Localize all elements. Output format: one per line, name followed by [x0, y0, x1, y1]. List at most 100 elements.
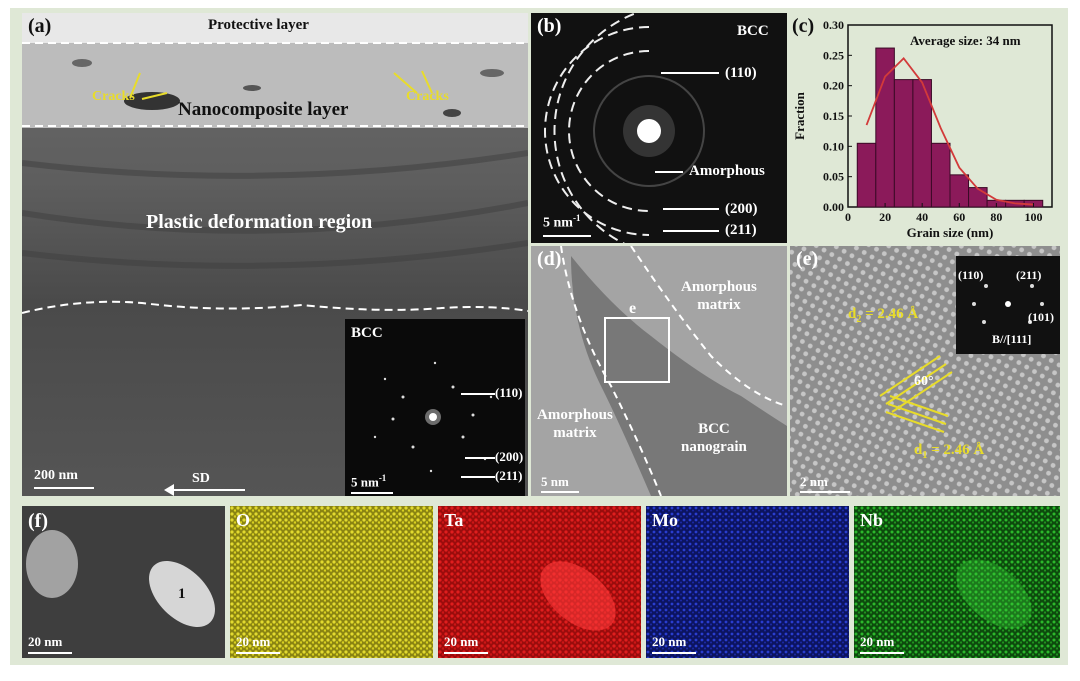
panel-e-label: (e) — [796, 248, 819, 270]
panel-a: (a) Protective layer Cracks Cracks Nanoc… — [22, 13, 528, 496]
y-tick-label: 0.00 — [823, 200, 844, 214]
fft-110-label: (110) — [958, 268, 984, 282]
fft-inset: (110) (211) (101) B//[111] — [956, 256, 1060, 354]
cracks-left-label: Cracks — [92, 89, 135, 104]
map-mo-scale-bar — [652, 652, 696, 654]
sd-label: SD — [192, 471, 210, 486]
inset-bcc-label: BCC — [351, 325, 383, 341]
region-e-label: e — [629, 300, 637, 317]
panel-b-saed — [544, 13, 719, 243]
map-ta-scale-bar — [444, 652, 488, 654]
bcc-nanograin-label: BCC nanograin — [681, 421, 747, 455]
y-tick-label: 0.25 — [823, 48, 844, 62]
histogram-bar — [875, 47, 895, 208]
y-axis-label: Fraction — [792, 91, 807, 139]
y-tick-label: 0.05 — [823, 170, 844, 184]
cracks-right-label: Cracks — [406, 89, 449, 104]
map-o-element-label: O — [236, 510, 251, 530]
x-tick-label: 60 — [953, 210, 965, 224]
panel-e: (110) (211) (101) B//[111] (e) d2 = 2.46… — [790, 246, 1060, 496]
panel-b-amorphous-label: Amorphous — [689, 163, 765, 179]
inset-211-label: (211) — [495, 468, 523, 483]
map-o-scale-text: 20 nm — [236, 634, 271, 649]
inset-110-label: (110) — [495, 385, 523, 400]
map-o: O 20 nm — [230, 506, 433, 658]
fit-curve — [865, 57, 1034, 206]
histogram-bar — [856, 142, 877, 208]
d1-label: d1 = 2.46 Å — [914, 442, 985, 461]
panel-c-histogram: 0 20 40 60 80 100 0.00 0.05 0.10 0.15 0.20 0.25 0.30… — [790, 13, 1060, 243]
panel-a-scale-text: 200 nm — [34, 468, 78, 483]
nanocomposite-layer-label: Nanocomposite layer — [178, 99, 349, 120]
panel-b-110-label: (110) — [725, 65, 757, 81]
inset-scale-bar — [351, 492, 393, 494]
region-e-box — [604, 317, 670, 383]
panel-d-label: (d) — [537, 248, 562, 270]
inset-scale-text: 5 nm-1 — [351, 473, 387, 490]
panel-d-scale-bar — [541, 491, 579, 493]
map-nb-scale-bar — [860, 652, 904, 654]
panel-a-inset-saed: BCC (110) (200) (211) 5 nm-1 — [345, 319, 525, 496]
d2-label: d2 = 2.46 Å — [848, 306, 919, 325]
panel-e-scale-bar — [800, 491, 850, 493]
panel-f-label: (f) — [28, 510, 48, 532]
map-ta: Ta 20 nm — [438, 506, 641, 658]
x-tick-label: 40 — [916, 210, 928, 224]
histogram-bar — [949, 174, 970, 208]
x-tick-label: 0 — [845, 210, 851, 224]
map-ta-scale-text: 20 nm — [444, 634, 479, 649]
particle — [124, 92, 180, 110]
panel-a-image — [22, 13, 528, 496]
panel-b-label: (b) — [537, 15, 562, 37]
map-nb: Nb 20 nm — [854, 506, 1060, 658]
map-mo-element-label: Mo — [652, 510, 678, 530]
y-tick-label: 0.20 — [823, 79, 844, 93]
y-tick-label: 0.15 — [823, 109, 844, 123]
fft-101-label: (101) — [1028, 310, 1054, 324]
histogram-bar — [893, 79, 914, 208]
x-tick-label: 80 — [990, 210, 1002, 224]
y-tick-label: 0.10 — [823, 139, 844, 153]
panel-b-211-label: (211) — [725, 222, 757, 238]
histogram-svg: 0 20 40 60 80 100 0.00 0.05 0.10 0.15 0.20 0.25 0.30… — [792, 18, 1053, 240]
map-mo: Mo 20 nm — [646, 506, 849, 658]
panel-d-scale-text: 5 nm — [541, 474, 569, 489]
fft-211-label: (211) — [1016, 268, 1042, 282]
panel-f-scale-bar — [28, 652, 72, 654]
average-size-annotation: Average size: 34 nm — [910, 33, 1021, 48]
protective-layer-label: Protective layer — [208, 17, 309, 33]
panel-e-scale-text: 2 nm — [800, 474, 828, 489]
x-axis-label: Grain size (nm) — [907, 225, 994, 240]
x-tick-label: 100 — [1024, 210, 1042, 224]
map-nb-element-label: Nb — [860, 510, 884, 530]
map-ta-element-label: Ta — [444, 510, 464, 530]
map-o-scale-bar — [236, 652, 280, 654]
plastic-region-label: Plastic deformation region — [146, 211, 373, 233]
zone-axis-label: B//[111] — [992, 332, 1032, 346]
angle-label: 60° — [914, 374, 934, 389]
y-tick-label: 0.30 — [823, 18, 844, 32]
map-nb-scale-text: 20 nm — [860, 634, 895, 649]
sd-arrowhead-icon — [164, 484, 174, 496]
panel-b-200-label: (200) — [725, 201, 758, 217]
histogram-bar — [930, 142, 951, 208]
panel-d-image — [531, 246, 787, 496]
sd-arrow-icon — [170, 489, 245, 491]
panel-a-label: (a) — [28, 15, 52, 37]
panel-f-haadf: (f) 1 20 nm — [22, 506, 225, 658]
panel-b-scale-text: 5 nm-1 — [543, 213, 581, 231]
panel-b-scale-bar — [543, 235, 591, 237]
panel-b: (b) BCC (110) Amorphous (200) (211) 5 nm… — [531, 13, 787, 243]
particle-1-label: 1 — [178, 586, 186, 602]
protective-layer-band — [22, 13, 528, 43]
x-tick-label: 20 — [879, 210, 891, 224]
inset-200-label: (200) — [495, 449, 524, 464]
panel-a-scale-bar — [34, 487, 94, 489]
histogram-bar — [968, 187, 988, 208]
amorphous-matrix-left: Amorphous matrix — [537, 407, 613, 441]
panel-f-scale-text: 20 nm — [28, 634, 63, 649]
map-mo-scale-text: 20 nm — [652, 634, 687, 649]
panel-b-bcc-label: BCC — [737, 23, 769, 39]
panel-d: (d) e Amorphous matrix Amorphous matrix BC… — [531, 246, 787, 496]
amorphous-matrix-top: Amorphous matrix — [681, 279, 757, 313]
